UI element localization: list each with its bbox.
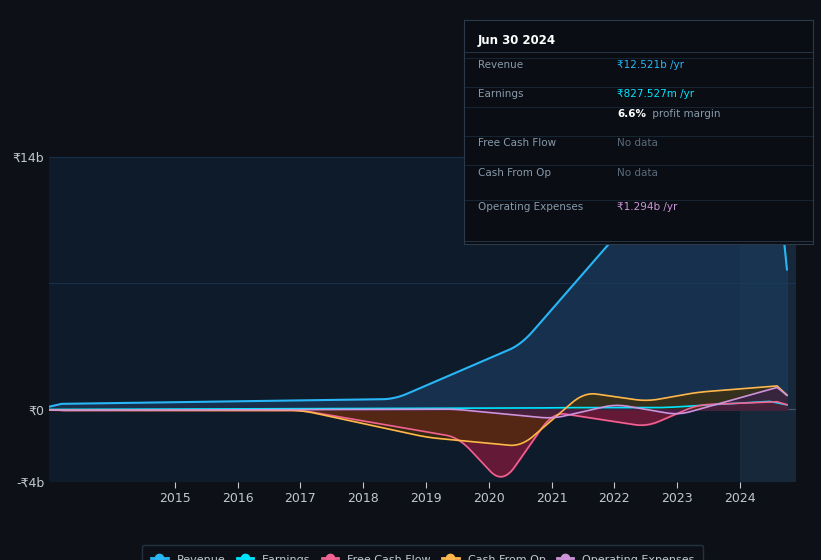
Text: ₹827.527m /yr: ₹827.527m /yr — [617, 89, 695, 99]
Text: Operating Expenses: Operating Expenses — [478, 202, 583, 212]
Text: No data: No data — [617, 138, 658, 148]
Text: ₹1.294b /yr: ₹1.294b /yr — [617, 202, 678, 212]
Text: Free Cash Flow: Free Cash Flow — [478, 138, 556, 148]
Text: 6.6%: 6.6% — [617, 109, 646, 119]
Text: Jun 30 2024: Jun 30 2024 — [478, 34, 556, 47]
Text: No data: No data — [617, 167, 658, 178]
Text: profit margin: profit margin — [649, 109, 720, 119]
Text: Revenue: Revenue — [478, 60, 523, 70]
Legend: Revenue, Earnings, Free Cash Flow, Cash From Op, Operating Expenses: Revenue, Earnings, Free Cash Flow, Cash … — [142, 545, 704, 560]
Text: Earnings: Earnings — [478, 89, 523, 99]
Text: ₹12.521b /yr: ₹12.521b /yr — [617, 60, 685, 70]
Bar — [740, 157, 796, 482]
Text: Cash From Op: Cash From Op — [478, 167, 551, 178]
